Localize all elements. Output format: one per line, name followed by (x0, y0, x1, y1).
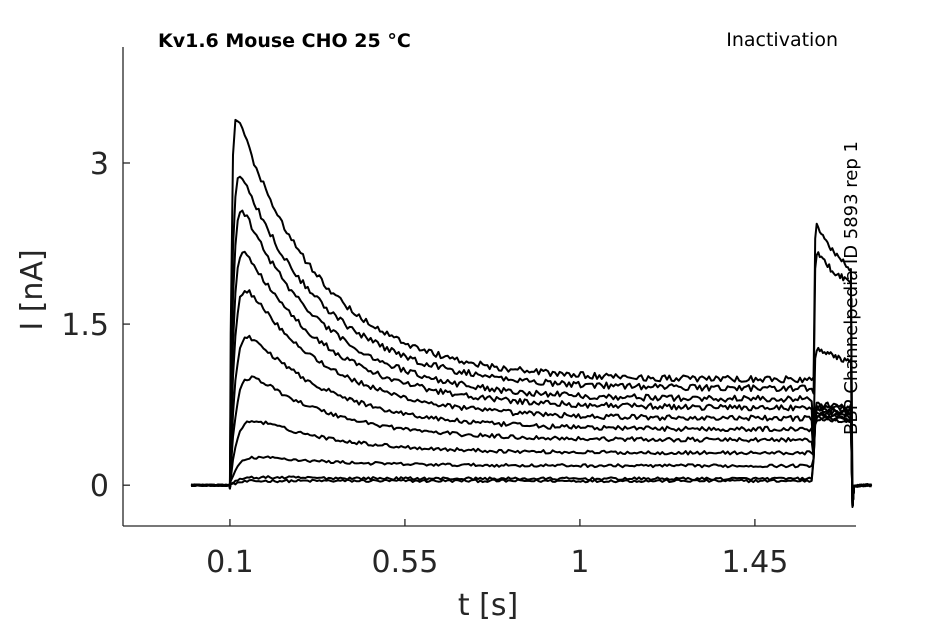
trace-2 (190, 415, 873, 508)
x-tick-label: 1 (570, 545, 589, 580)
y-ticks: 01.53 (61, 147, 130, 504)
traces (190, 118, 873, 508)
trace-5 (190, 375, 872, 508)
x-tick-label: 0.55 (372, 545, 439, 580)
trace-8 (190, 250, 873, 508)
trace-11 (190, 118, 873, 508)
x-ticks: 0.1 0.55 1 1.45 (206, 519, 788, 580)
trace-1 (191, 417, 872, 508)
trace-9 (190, 209, 872, 508)
trace-3 (190, 413, 872, 508)
trace-10 (190, 175, 872, 508)
y-axis-label: I [nA] (15, 249, 50, 330)
protocol-label: Inactivation (726, 29, 838, 51)
y-tick-label: 0 (90, 469, 109, 504)
y-tick-label: 1.5 (61, 308, 109, 343)
x-tick-label: 1.45 (721, 545, 788, 580)
axes (122, 47, 856, 527)
chart-title: Kv1.6 Mouse CHO 25 °C (158, 30, 411, 52)
trace-4 (190, 411, 872, 508)
trace-7 (190, 289, 873, 508)
y-tick-label: 3 (90, 147, 109, 182)
trace-6 (190, 334, 873, 508)
x-axis-label: t [s] (458, 588, 518, 623)
x-tick-label: 0.1 (206, 545, 254, 580)
